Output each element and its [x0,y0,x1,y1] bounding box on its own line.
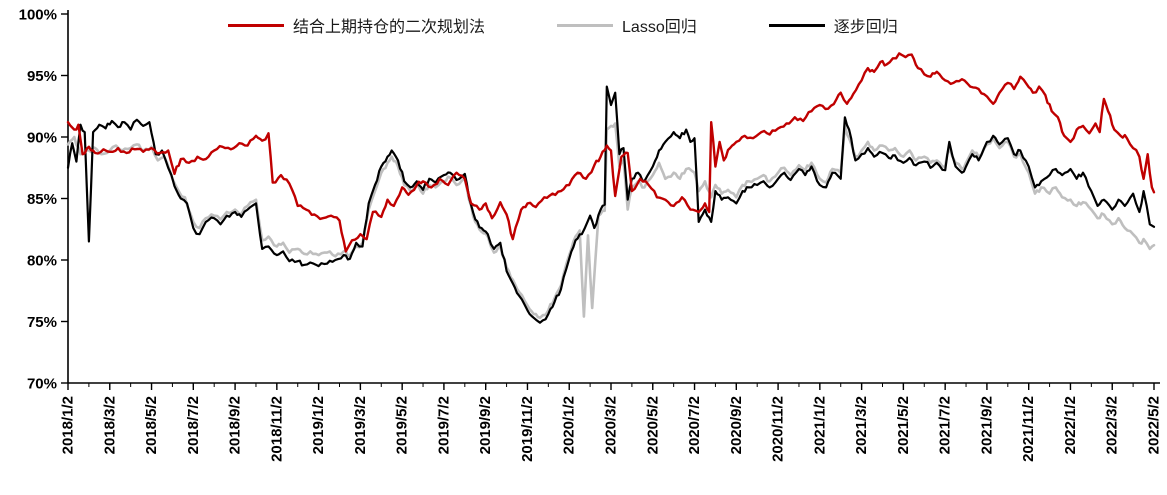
y-tick-label: 85% [27,191,57,208]
y-tick-label: 70% [27,376,57,393]
x-tick-label: 2022/1/2 [1062,396,1079,454]
x-tick-label: 2019/1/2 [310,396,327,454]
x-tick-label: 2020/5/2 [644,396,661,454]
x-tick-label: 2021/11/2 [1020,396,1037,462]
x-tick-label: 2018/5/2 [143,396,160,454]
legend-item-stepwise: 逐步回归 [768,13,898,37]
legend-label-lasso: Lasso回归 [622,19,697,36]
x-tick-label: 2020/3/2 [603,396,620,454]
x-tick-label: 2019/9/2 [477,396,494,454]
x-tick-label: 2018/11/2 [268,396,285,462]
x-tick-label: 2022/5/2 [1146,396,1163,454]
y-tick-label: 80% [27,253,57,270]
legend-label-stepwise: 逐步回归 [833,19,898,36]
x-tick-label: 2018/3/2 [101,396,118,454]
x-tick-label: 2020/1/2 [561,396,578,454]
x-tick-label: 2020/11/2 [770,396,787,462]
x-tick-label: 2021/1/2 [811,396,828,454]
y-tick-label: 100% [19,7,57,24]
legend: 结合上期持仓的二次规划法 Lasso回归 逐步回归 [228,13,898,37]
series-line-0 [66,52,1156,253]
x-tick-label: 2021/9/2 [978,396,995,454]
x-tick-label: 2019/7/2 [435,396,452,454]
legend-item-lasso: Lasso回归 [557,13,697,37]
series-line-2 [66,85,1156,324]
gray-line-swatch [557,23,614,27]
x-tick-label: 2018/1/2 [60,396,77,454]
legend-item-quadratic-programming: 结合上期持仓的二次规划法 [228,13,485,37]
x-tick-label: 2019/5/2 [394,396,411,454]
legend-label-quadratic-programming: 结合上期持仓的二次规划法 [293,19,486,36]
x-tick-label: 2022/3/2 [1104,396,1121,454]
x-tick-label: 2018/7/2 [185,396,202,454]
y-tick-label: 75% [27,314,57,331]
x-tick-label: 2021/3/2 [853,396,870,454]
red-line-swatch [228,23,284,27]
x-tick-label: 2019/11/2 [519,396,536,462]
x-tick-label: 2019/3/2 [352,396,369,454]
x-tick-label: 2021/7/2 [937,396,954,454]
y-tick-label: 95% [27,68,57,85]
x-tick-label: 2020/9/2 [728,396,745,454]
x-tick-label: 2020/7/2 [686,396,703,454]
black-line-swatch [768,23,825,27]
x-tick-label: 2021/5/2 [895,396,912,454]
y-tick-label: 90% [27,130,57,147]
x-tick-label: 2018/9/2 [227,396,244,454]
